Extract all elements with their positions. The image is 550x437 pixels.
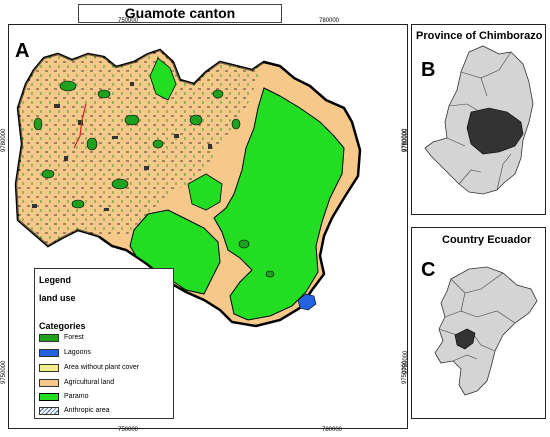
legend-heading: Legend bbox=[39, 275, 72, 285]
paramo-north bbox=[149, 57, 177, 101]
forest-swatch bbox=[39, 333, 59, 342]
tick-left-9750000: 9750000 bbox=[1, 360, 7, 384]
legend-box: Legend land use Categories Forest Lagoon… bbox=[34, 268, 174, 419]
red-edge bbox=[73, 103, 87, 149]
tick-top-750000: 750000 bbox=[118, 18, 139, 24]
panel-b-letter: B bbox=[421, 59, 436, 81]
legend-item-label: Anthropic area bbox=[64, 407, 110, 414]
panel-b-title: Province of Chimborazo bbox=[416, 30, 543, 42]
tick-left-9780000: 9780000 bbox=[1, 128, 7, 152]
chimborazo-highlight bbox=[454, 328, 476, 350]
panel-c-tick: 9750000 bbox=[403, 350, 409, 374]
country-outline bbox=[434, 266, 538, 396]
anthropic-patches bbox=[32, 82, 212, 211]
tick-bottom-750000: 750000 bbox=[118, 427, 139, 433]
legend-categories-label: Categories bbox=[39, 321, 86, 331]
legend-item-anthropic: Anthropic area bbox=[39, 405, 110, 416]
paramo-center bbox=[187, 173, 223, 211]
panel-a-letter: A bbox=[15, 40, 30, 62]
legend-item-label: Agricultural land bbox=[64, 379, 115, 386]
agricultural-swatch bbox=[39, 378, 59, 387]
legend-item-no-cover: Area without plant cover bbox=[39, 362, 139, 373]
legend-item-paramo: Paramo bbox=[39, 391, 89, 402]
lagoons-swatch bbox=[39, 348, 59, 357]
panel-c-letter: C bbox=[421, 259, 436, 281]
legend-item-label: Area without plant cover bbox=[64, 364, 140, 371]
legend-item-forest: Forest bbox=[39, 332, 84, 343]
legend-subheading: land use bbox=[39, 293, 76, 303]
anthropic-swatch bbox=[39, 406, 59, 415]
tick-top-780000: 780000 bbox=[319, 18, 340, 24]
panel-b-tick: 9780000 bbox=[403, 128, 409, 152]
tick-bottom-780000: 780000 bbox=[322, 427, 343, 433]
legend-item-agricultural: Agricultural land bbox=[39, 377, 114, 388]
guamote-highlight bbox=[466, 107, 524, 155]
legend-item-label: Forest bbox=[64, 334, 84, 341]
province-map bbox=[424, 45, 534, 195]
no-cover-swatch bbox=[39, 363, 59, 372]
paramo-east bbox=[213, 87, 345, 321]
legend-item-label: Paramo bbox=[64, 393, 89, 400]
legend-item-label: Lagoons bbox=[64, 349, 91, 356]
legend-item-lagoons: Lagoons bbox=[39, 347, 91, 358]
forest-patches bbox=[33, 80, 275, 278]
map-title: Guamote canton bbox=[78, 4, 282, 23]
country-map bbox=[434, 266, 538, 396]
land-use-map bbox=[14, 48, 362, 328]
paramo-southwest bbox=[129, 209, 221, 295]
paramo-swatch bbox=[39, 392, 59, 401]
lagoon bbox=[297, 293, 317, 311]
panel-c-title: Country Ecuador bbox=[442, 234, 532, 246]
agri-speckle bbox=[16, 50, 264, 246]
